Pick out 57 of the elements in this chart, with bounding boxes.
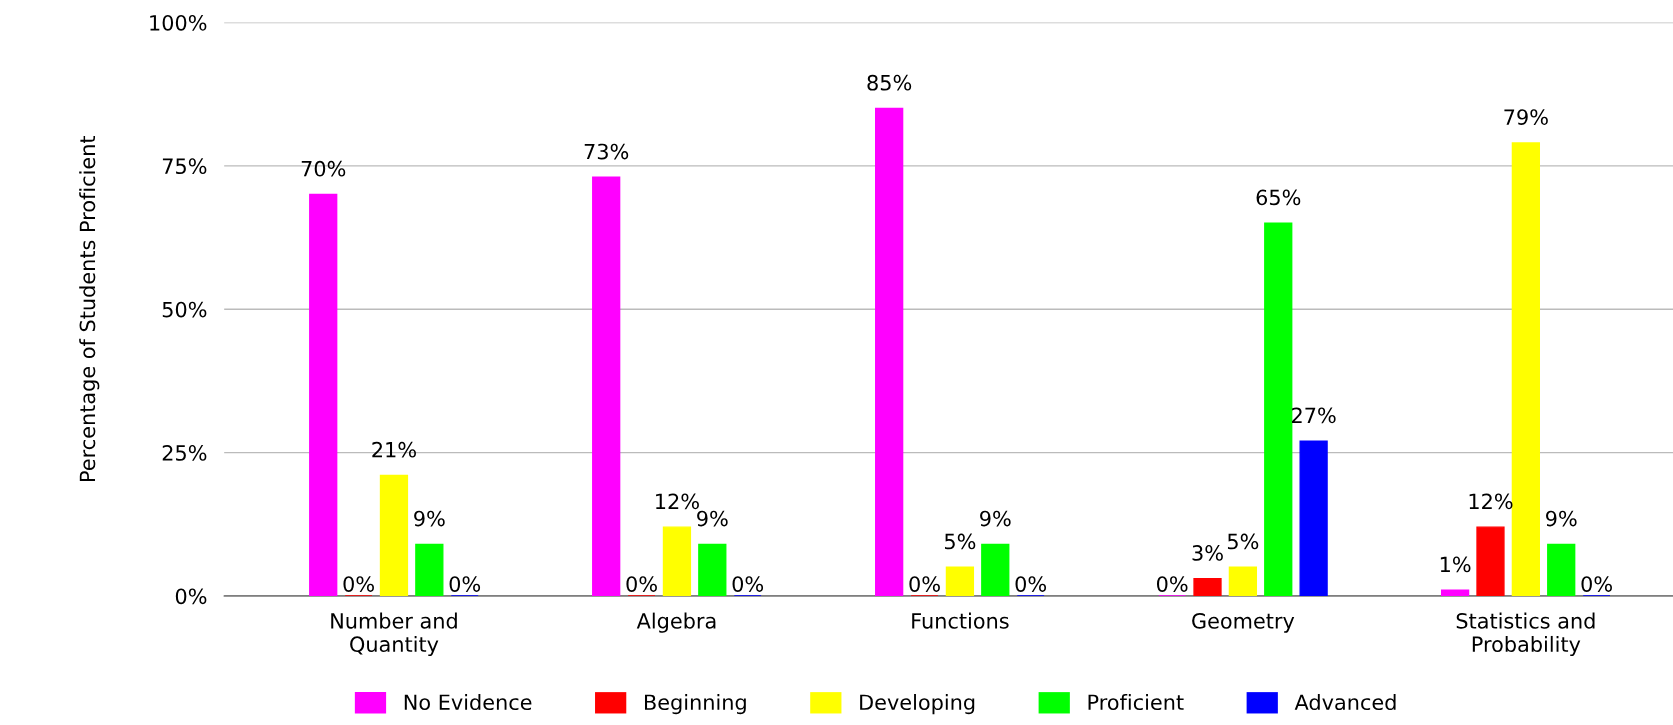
bar [981,543,1010,596]
data-label: 65% [1256,189,1301,206]
data-label: 0% [1581,576,1612,592]
data-label: 9% [697,510,728,527]
x-tick-label: Statistics and Probability [1456,612,1595,657]
data-label: 3% [1192,545,1223,561]
y-tick-label: 50% [162,301,207,318]
data-label: 70% [301,160,346,177]
bar [945,566,975,596]
bar [698,543,727,596]
legend-label: Proficient [1088,694,1184,711]
y-tick-label: 25% [162,445,207,461]
bar [875,107,904,596]
bar [309,193,338,596]
bar [1299,440,1328,596]
bar [1476,526,1505,596]
data-label: 0% [449,576,481,592]
data-label: 79% [1504,109,1548,125]
data-label: 5% [944,533,976,550]
data-label: 12% [656,493,699,510]
data-label: 0% [343,576,374,592]
data-label: 85% [867,74,912,91]
legend-label: Beginning [644,694,746,715]
x-tick-label: Algebra [636,612,716,633]
legend-label: Developing [860,694,975,715]
y-tick-label: 0% [175,588,207,605]
x-tick-label: Geometry [1192,612,1295,633]
bar [1193,578,1222,596]
data-label: 0% [909,576,940,592]
bar [379,474,409,596]
data-label: 27% [1292,407,1336,424]
bar [415,543,444,596]
y-axis-title: Percentage of Students Proficient [79,135,100,481]
data-label: 0% [1156,576,1188,592]
data-label: 0% [732,576,764,592]
bar [1440,589,1470,596]
legend-label: Advanced [1294,694,1396,711]
bar [662,526,692,596]
bar [1547,543,1576,596]
data-label: 1% [1440,556,1471,573]
x-tick-label: Functions [912,612,1009,629]
y-tick-label: 75% [162,158,207,175]
bar [592,176,621,596]
legend-label: No Evidence [404,694,532,711]
data-label: 9% [1546,510,1577,527]
data-label: 73% [584,143,629,160]
data-label: 9% [414,510,445,527]
bar [1264,222,1293,596]
bar [1228,566,1258,596]
bar [1511,142,1540,596]
y-tick-label: 100% [150,14,207,31]
data-label: 0% [626,576,657,592]
x-tick-label: Number and Quantity [331,612,457,657]
data-label: 5% [1227,533,1259,550]
data-label: 21% [372,441,416,458]
data-label: 9% [980,510,1011,527]
data-label: 0% [1015,576,1047,592]
